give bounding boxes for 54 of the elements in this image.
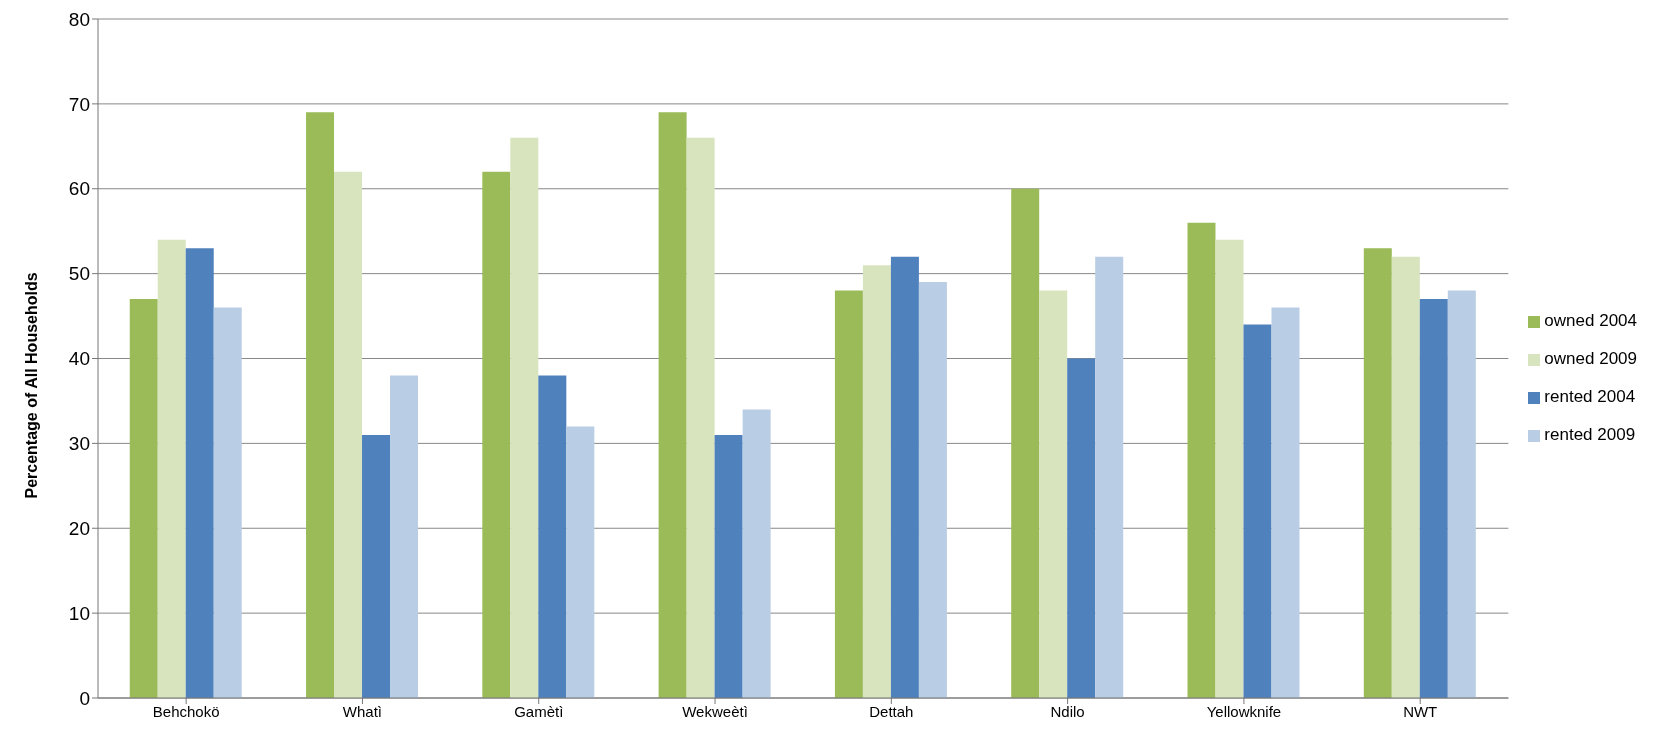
y-tick-label: 10 — [68, 602, 90, 624]
bar — [890, 256, 919, 698]
y-tick-label: 40 — [68, 348, 90, 370]
bar — [1243, 324, 1272, 698]
y-tick-label: 50 — [68, 263, 90, 285]
bar — [390, 375, 419, 698]
bar — [510, 137, 539, 698]
bar — [157, 239, 186, 698]
bar — [1095, 256, 1124, 698]
bar — [714, 434, 743, 698]
legend-label: rented 2009 — [1544, 425, 1636, 444]
bar — [1011, 188, 1040, 698]
bar — [482, 171, 511, 698]
x-tick-label: Ndilo — [1050, 702, 1085, 720]
bar — [742, 409, 771, 698]
y-tick-label: 20 — [68, 517, 90, 539]
x-tick-label: Dettah — [869, 702, 914, 720]
y-tick-label: 30 — [68, 433, 90, 455]
x-tick-label: Wekweètì — [682, 702, 748, 720]
bar — [918, 282, 947, 698]
x-tick-label: NWT — [1403, 702, 1438, 720]
bar — [538, 375, 567, 698]
bar — [686, 137, 715, 698]
y-axis-title: Percentage of All Households — [22, 272, 40, 499]
bar — [334, 171, 363, 698]
bar — [1419, 299, 1448, 698]
legend-label: owned 2009 — [1544, 349, 1637, 368]
x-tick-label: Whatì — [342, 702, 383, 720]
bar — [1039, 290, 1068, 698]
legend-label: rented 2004 — [1544, 387, 1636, 406]
bar — [1271, 307, 1300, 698]
bar — [1363, 248, 1392, 698]
x-tick-label: Behchokö — [152, 702, 220, 720]
y-tick-label: 0 — [79, 687, 90, 709]
bar — [362, 434, 391, 698]
bar — [129, 299, 158, 698]
bar — [185, 248, 214, 698]
bar — [1067, 358, 1096, 698]
x-tick-label: Gamètì — [514, 702, 564, 720]
bar — [566, 426, 595, 698]
y-tick-label: 80 — [68, 8, 90, 30]
bar — [1215, 239, 1244, 698]
y-tick-label: 70 — [68, 93, 90, 115]
bar — [834, 290, 863, 698]
y-tick-label: 60 — [68, 178, 90, 200]
x-tick-label: Yellowknife — [1206, 702, 1282, 720]
bar — [306, 112, 335, 698]
bar — [1447, 290, 1476, 698]
bar — [1187, 222, 1216, 698]
bar — [658, 112, 687, 698]
bar — [213, 307, 242, 698]
bar — [862, 265, 891, 698]
bar — [1391, 256, 1420, 698]
legend-label: owned 2004 — [1544, 311, 1637, 330]
